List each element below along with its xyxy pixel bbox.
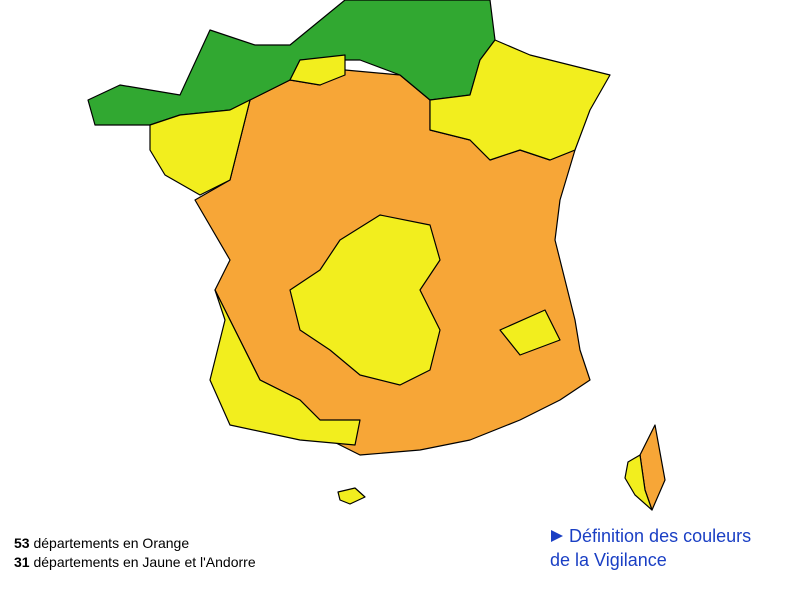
yellow-north-east (429, 39, 611, 161)
legend-text: départements en Orange (33, 535, 190, 551)
count: 53 (14, 535, 30, 551)
yellow-east (499, 309, 561, 356)
yellow-west (149, 99, 251, 196)
definition-link[interactable]: Définition des couleurs de la Vigilance (550, 524, 751, 572)
legend-item: 53 départements en Orange (14, 534, 256, 553)
departments (87, 0, 666, 511)
arrow-icon (551, 530, 563, 542)
andorra (337, 487, 366, 505)
link-text[interactable]: Définition des couleurs (569, 526, 752, 546)
link-line: Définition des couleurs (550, 524, 751, 548)
legend-text: départements en Jaune et l'Andorre (33, 554, 256, 570)
yellow-center (289, 214, 441, 386)
corsica-yellow (624, 454, 653, 511)
vigilance-map (87, 0, 666, 511)
link-text[interactable]: de la Vigilance (550, 550, 667, 570)
link-line: de la Vigilance (550, 548, 751, 572)
yellow-north (289, 54, 346, 86)
legend: 53 départements en Orange 31 département… (14, 534, 256, 572)
count: 31 (14, 554, 30, 570)
yellow-south-west (209, 289, 361, 446)
legend-item: 31 départements en Jaune et l'Andorre (14, 553, 256, 572)
